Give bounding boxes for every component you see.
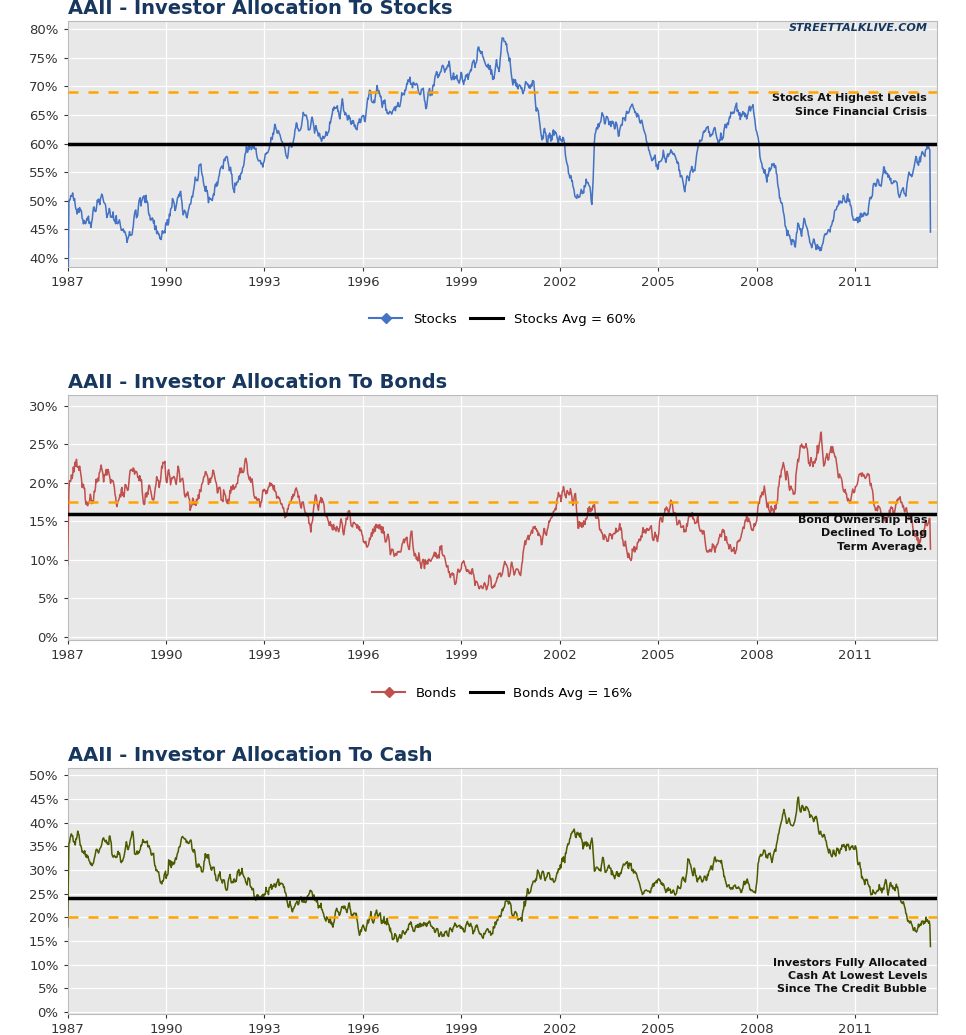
Legend: Stocks, Stocks Avg = 60%: Stocks, Stocks Avg = 60% [364, 307, 640, 331]
Text: Stocks At Highest Levels
Since Financial Crisis: Stocks At Highest Levels Since Financial… [773, 93, 927, 117]
Text: AAII - Investor Allocation To Bonds: AAII - Investor Allocation To Bonds [68, 373, 446, 391]
Text: AAII - Investor Allocation To Cash: AAII - Investor Allocation To Cash [68, 746, 432, 766]
Text: Investors Fully Allocated
Cash At Lowest Levels
Since The Credit Bubble: Investors Fully Allocated Cash At Lowest… [773, 957, 927, 994]
Legend: Bonds, Bonds Avg = 16%: Bonds, Bonds Avg = 16% [367, 681, 638, 705]
Text: Bond Ownership Has
Declined To Long
Term Average.: Bond Ownership Has Declined To Long Term… [798, 515, 927, 552]
Text: AAII - Investor Allocation To Stocks: AAII - Investor Allocation To Stocks [68, 0, 452, 18]
Text: STREETTALKLIVE.COM: STREETTALKLIVE.COM [789, 23, 928, 33]
